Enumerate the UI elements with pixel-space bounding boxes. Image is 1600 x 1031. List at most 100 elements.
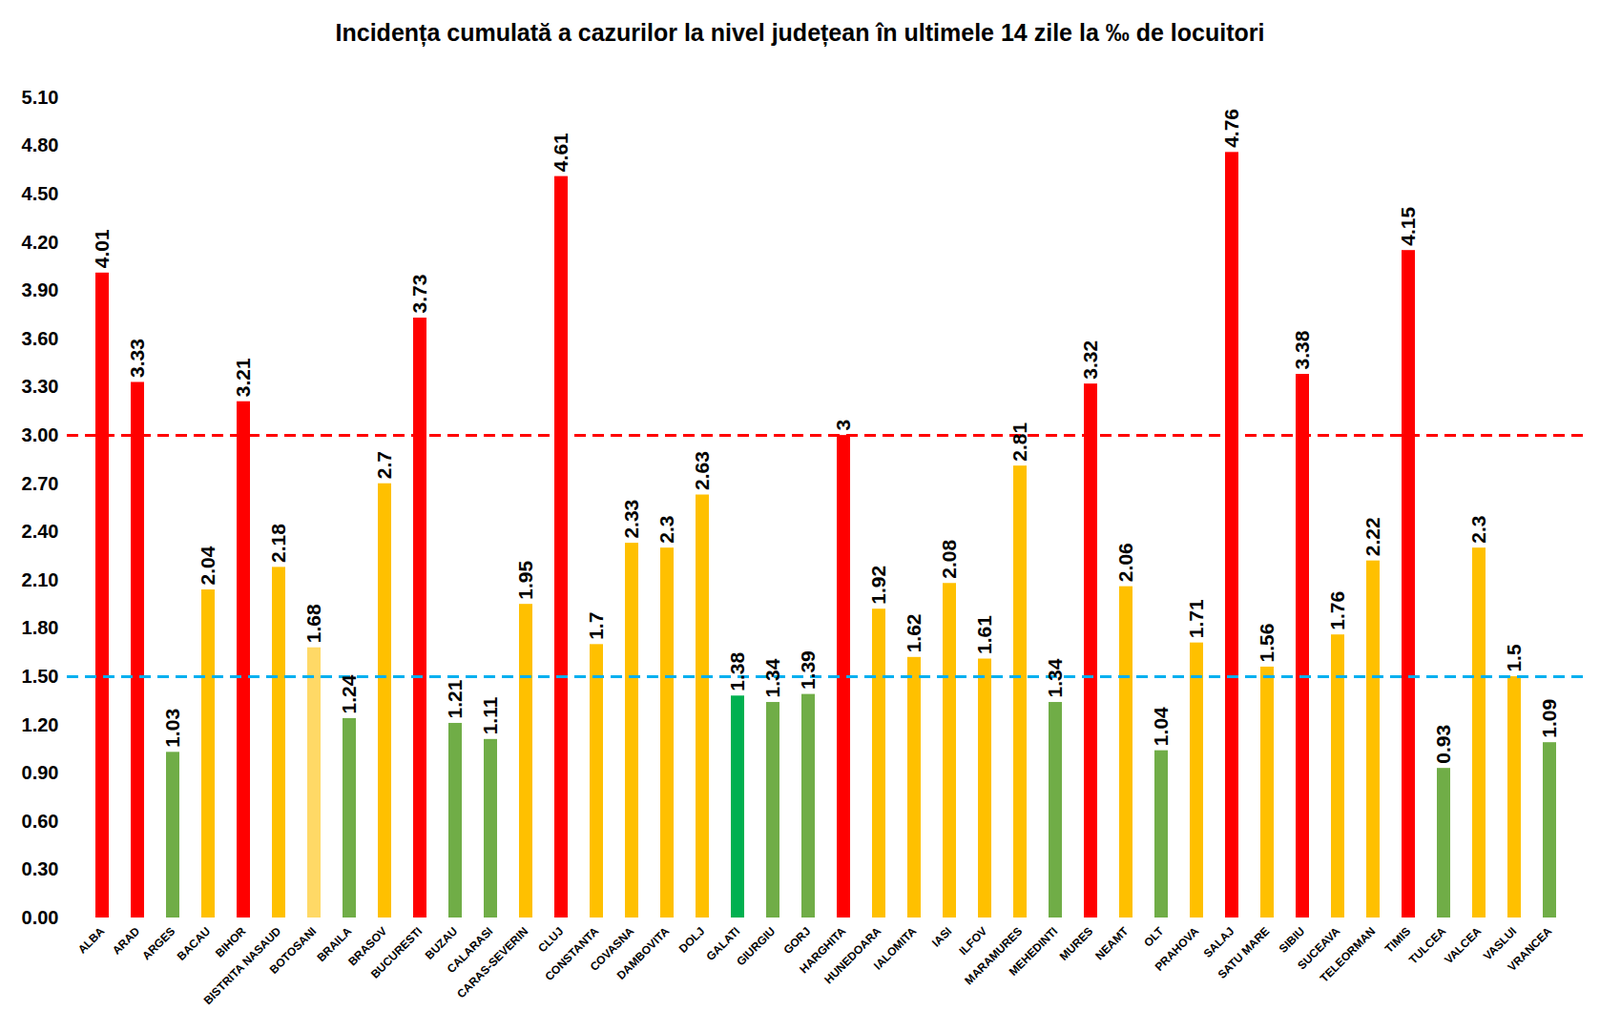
svg-text:ALBA: ALBA <box>75 924 108 957</box>
svg-text:ARGES: ARGES <box>139 924 178 963</box>
svg-text:3: 3 <box>831 419 854 432</box>
svg-text:1.95: 1.95 <box>514 560 537 600</box>
svg-text:MURES: MURES <box>1057 924 1097 964</box>
svg-text:2.04: 2.04 <box>196 545 219 585</box>
svg-text:ILFOV: ILFOV <box>955 924 990 958</box>
svg-text:3.21: 3.21 <box>231 357 254 397</box>
svg-text:HARGHITA: HARGHITA <box>796 924 849 977</box>
svg-text:BACAU: BACAU <box>174 924 214 964</box>
svg-text:1.62: 1.62 <box>902 613 925 653</box>
svg-text:1.20: 1.20 <box>21 714 60 736</box>
svg-text:2.63: 2.63 <box>690 451 713 491</box>
svg-text:1.24: 1.24 <box>337 674 360 714</box>
svg-text:BOTOSANI: BOTOSANI <box>267 924 320 977</box>
svg-text:PRAHOVA: PRAHOVA <box>1152 924 1203 975</box>
svg-text:1.34: 1.34 <box>761 658 784 698</box>
svg-text:1.21: 1.21 <box>443 679 466 719</box>
svg-text:2.40: 2.40 <box>21 520 60 542</box>
svg-text:DOLJ: DOLJ <box>676 924 708 956</box>
svg-text:0.30: 0.30 <box>21 858 60 880</box>
svg-text:MARAMURES: MARAMURES <box>962 924 1025 988</box>
svg-text:1.03: 1.03 <box>161 708 184 749</box>
svg-text:2.08: 2.08 <box>937 540 960 580</box>
svg-text:CONSTANTA: CONSTANTA <box>541 924 602 984</box>
svg-text:CALARASI: CALARASI <box>444 924 496 977</box>
svg-text:SATU MARE: SATU MARE <box>1215 924 1273 982</box>
svg-text:HUNEDOARA: HUNEDOARA <box>821 924 884 987</box>
svg-text:2.7: 2.7 <box>373 451 395 479</box>
svg-text:2.06: 2.06 <box>1114 542 1137 582</box>
svg-text:GIURGIU: GIURGIU <box>733 924 778 969</box>
svg-text:4.50: 4.50 <box>21 183 60 205</box>
svg-text:4.76: 4.76 <box>1220 108 1243 148</box>
svg-text:CLUJ: CLUJ <box>535 924 566 956</box>
svg-text:COVASNA: COVASNA <box>587 924 637 975</box>
svg-text:1.71: 1.71 <box>1184 599 1207 639</box>
svg-text:TULCEA: TULCEA <box>1406 924 1450 968</box>
svg-text:1.76: 1.76 <box>1326 591 1349 631</box>
svg-text:CARAS-SEVERIN: CARAS-SEVERIN <box>454 924 531 1001</box>
svg-text:2.70: 2.70 <box>21 473 60 495</box>
svg-text:GALATI: GALATI <box>703 924 743 964</box>
svg-text:0.93: 0.93 <box>1432 725 1455 765</box>
svg-text:5.10: 5.10 <box>21 86 60 108</box>
svg-text:2.81: 2.81 <box>1008 421 1031 461</box>
svg-text:4.20: 4.20 <box>21 231 60 253</box>
svg-text:OLT: OLT <box>1141 924 1167 951</box>
svg-text:1.38: 1.38 <box>726 652 749 692</box>
svg-text:IALOMITA: IALOMITA <box>871 924 920 974</box>
svg-text:DAMBOVITA: DAMBOVITA <box>614 924 673 983</box>
svg-text:2.10: 2.10 <box>21 569 60 591</box>
svg-text:2.22: 2.22 <box>1361 517 1384 557</box>
svg-text:VALCEA: VALCEA <box>1441 924 1484 967</box>
svg-text:4.80: 4.80 <box>21 134 60 156</box>
svg-text:1.5: 1.5 <box>1502 644 1525 673</box>
svg-text:SIBIU: SIBIU <box>1276 924 1309 956</box>
svg-text:1.11: 1.11 <box>478 696 501 735</box>
svg-text:3.00: 3.00 <box>21 424 60 446</box>
svg-text:4.61: 4.61 <box>549 132 572 172</box>
svg-text:BRASOV: BRASOV <box>345 924 390 969</box>
svg-text:3.32: 3.32 <box>1079 340 1102 380</box>
svg-text:1.68: 1.68 <box>302 603 325 644</box>
svg-text:TIMIS: TIMIS <box>1382 924 1414 956</box>
svg-text:BUZAU: BUZAU <box>422 924 461 963</box>
svg-text:3.90: 3.90 <box>21 279 60 301</box>
svg-text:3.30: 3.30 <box>21 375 60 397</box>
svg-text:0.00: 0.00 <box>21 907 60 929</box>
svg-text:2.33: 2.33 <box>620 499 643 540</box>
svg-text:4.01: 4.01 <box>90 228 113 269</box>
svg-text:NEAMT: NEAMT <box>1092 924 1132 964</box>
svg-text:MEHEDINTI: MEHEDINTI <box>1006 924 1061 979</box>
svg-text:IASI: IASI <box>929 924 955 950</box>
svg-text:1.50: 1.50 <box>21 665 60 687</box>
svg-text:1.80: 1.80 <box>21 617 60 639</box>
svg-text:SUCEAVA: SUCEAVA <box>1294 924 1343 973</box>
svg-text:2.3: 2.3 <box>655 515 678 543</box>
svg-text:VRANCEA: VRANCEA <box>1504 924 1555 975</box>
svg-text:1.92: 1.92 <box>867 565 890 605</box>
svg-text:BISTRITA NASAUD: BISTRITA NASAUD <box>200 924 284 1008</box>
svg-text:3.33: 3.33 <box>125 338 148 378</box>
svg-text:GORJ: GORJ <box>780 924 813 957</box>
svg-text:1.39: 1.39 <box>796 650 819 690</box>
svg-text:1.61: 1.61 <box>973 615 996 655</box>
svg-text:1.09: 1.09 <box>1537 699 1560 739</box>
svg-text:VASLUI: VASLUI <box>1480 924 1520 964</box>
svg-text:TELEORMAN: TELEORMAN <box>1317 924 1379 986</box>
svg-text:3.60: 3.60 <box>21 328 60 350</box>
svg-text:1.34: 1.34 <box>1043 658 1066 698</box>
svg-text:BUCURESTI: BUCURESTI <box>368 924 425 981</box>
svg-text:0.90: 0.90 <box>21 762 60 784</box>
svg-text:ARAD: ARAD <box>109 924 144 958</box>
svg-text:3.73: 3.73 <box>408 274 431 314</box>
svg-text:BRAILA: BRAILA <box>314 924 355 965</box>
svg-text:1.7: 1.7 <box>584 612 607 641</box>
svg-text:0.60: 0.60 <box>21 810 60 832</box>
svg-text:1.56: 1.56 <box>1255 623 1278 664</box>
svg-text:4.15: 4.15 <box>1396 207 1419 247</box>
svg-text:2.18: 2.18 <box>267 523 290 563</box>
svg-text:1.04: 1.04 <box>1149 706 1172 747</box>
svg-text:2.3: 2.3 <box>1467 515 1490 543</box>
svg-text:3.38: 3.38 <box>1290 330 1313 370</box>
